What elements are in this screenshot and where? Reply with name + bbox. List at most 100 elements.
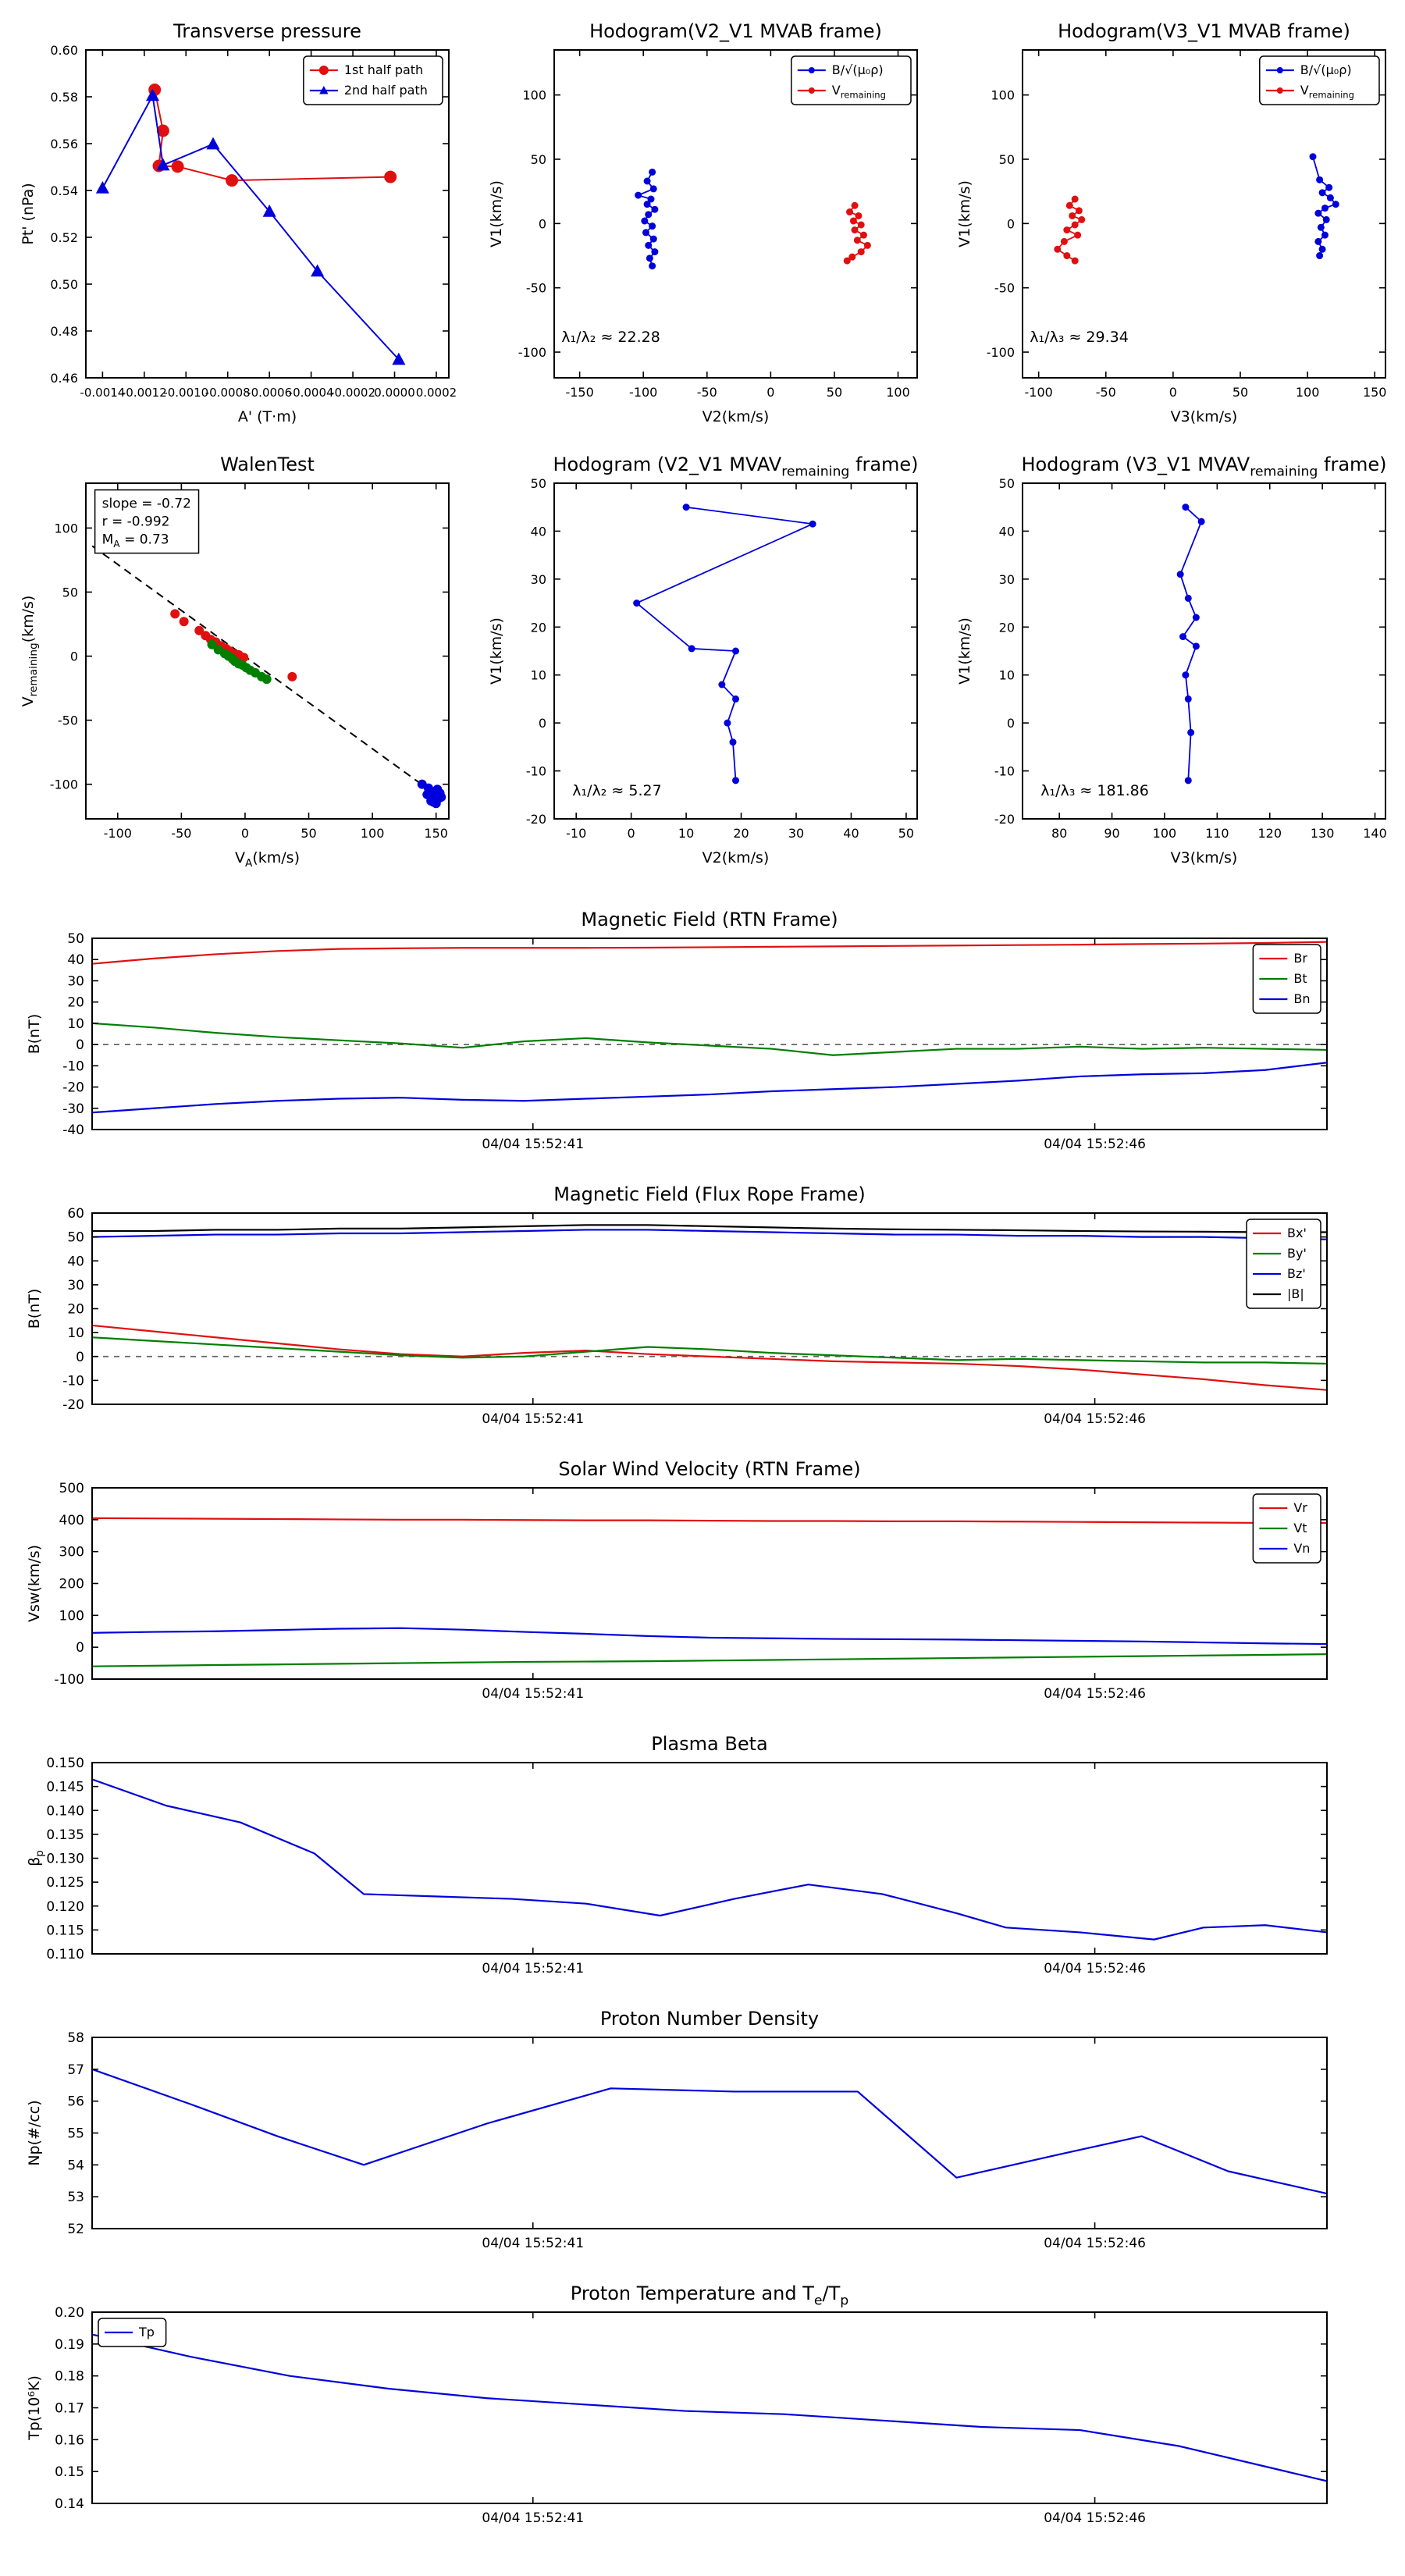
x-tick-label: 04/04 15:52:41 <box>482 2510 584 2526</box>
y-axis-label: Tp(10⁶K) <box>26 2375 43 2441</box>
y-tick-label: 0.60 <box>50 43 78 58</box>
transverse-pressure-chart: -0.0014-0.0012-0.0010-0.0008-0.0006-0.00… <box>0 11 468 444</box>
y-tick-label: 30 <box>67 973 84 989</box>
y-tick-label: 52 <box>67 2222 84 2237</box>
series-beta_p <box>92 1778 1327 1941</box>
point-marker <box>1316 252 1324 260</box>
point-marker <box>641 217 649 225</box>
legend: Br Bt Bn <box>1252 944 1321 1014</box>
stats-textbox <box>94 489 200 554</box>
point-marker <box>1179 633 1187 641</box>
x-tick-label: 30 <box>788 826 804 841</box>
point-marker <box>857 221 865 229</box>
triangle-marker <box>206 137 220 150</box>
y-tick-label: -100 <box>987 345 1015 360</box>
series-|B| <box>92 1224 1327 1233</box>
panel-transverse-pressure: -0.0014 -0.0012 -0.0010 -0.0008 -0.0006 -0.00… <box>0 11 468 444</box>
point-marker <box>1192 642 1200 650</box>
legend-label: Vn <box>1293 1541 1310 1556</box>
y-tick-label: 200 <box>59 1577 84 1592</box>
point-marker <box>226 174 239 187</box>
y-tick-label: 50 <box>531 476 546 491</box>
y-tick-label: 0.52 <box>50 230 78 245</box>
y-axis-label: Vsw(km/s) <box>26 1545 43 1622</box>
y-tick-label: 30 <box>67 1278 84 1293</box>
point-marker <box>647 195 655 203</box>
point-marker <box>1071 257 1079 265</box>
y-axis-label: B(nT) <box>26 1014 43 1055</box>
triangle-marker <box>95 181 109 194</box>
y-tick-label: 0.58 <box>50 90 78 105</box>
plot-area <box>95 84 406 365</box>
point-marker <box>1063 252 1071 260</box>
point-marker <box>809 520 816 528</box>
y-tick-label: 56 <box>67 2094 84 2110</box>
y-axis-label: V1(km/s) <box>488 180 505 247</box>
stats-line: r = -0.992 <box>102 514 170 530</box>
point-marker <box>857 248 865 256</box>
y-axis-label: B(nT) <box>26 1289 43 1329</box>
point-marker <box>1309 153 1317 161</box>
x-tick-label: -0.0004 <box>289 386 334 400</box>
panel-title: Hodogram(V3_V1 MVAB frame) <box>1058 20 1350 42</box>
x-tick-label: 50 <box>898 826 914 841</box>
y-tick-label: 0.14 <box>55 2496 84 2512</box>
point-marker <box>732 695 739 703</box>
plot-area <box>635 168 871 270</box>
y-tick-label: 50 <box>62 585 78 600</box>
point-marker <box>194 625 205 635</box>
panel-hodogram-v3v1-mvab: -100 -50 0 50 100 150 -100 -50 0 50 100 Hodogram(V3… <box>937 11 1405 444</box>
point-marker <box>1276 87 1283 94</box>
x-tick-label: 10 <box>678 826 694 841</box>
point-marker <box>1322 215 1330 223</box>
point-marker <box>1276 67 1283 73</box>
x-tick-label: 50 <box>827 385 842 400</box>
plot-area <box>92 2068 1327 2195</box>
y-tick-label: 40 <box>67 1254 84 1269</box>
y-tick-label: 10 <box>67 1016 84 1032</box>
y-tick-label: -10 <box>526 764 546 779</box>
x-tick-label: 04/04 15:52:46 <box>1044 2510 1146 2526</box>
x-tick-label: -0.0006 <box>247 386 292 400</box>
y-tick-label: -50 <box>58 713 78 728</box>
y-tick-label: 0.48 <box>50 324 78 339</box>
x-tick-label: 130 <box>1311 826 1335 841</box>
y-tick-label: 40 <box>67 952 84 968</box>
point-marker <box>649 185 657 193</box>
point-marker <box>633 600 641 607</box>
axes-frame <box>91 938 1328 1130</box>
hodogram-v2v1-mvav-chart: -10 0 10 20 30 40 50 -20 -10 0 10 20 30 40 50 Hodogram … <box>468 444 937 901</box>
series-By' <box>92 1336 1327 1365</box>
point-marker <box>646 254 653 262</box>
point-marker <box>239 653 249 663</box>
point-marker <box>431 799 441 809</box>
panel-solar-wind-velocity: 04/04 15:52:41 04/04 15:52:46 -100 0 100 200 3… <box>0 1450 1405 1725</box>
point-marker <box>859 231 867 239</box>
y-tick-label: 100 <box>59 1608 84 1624</box>
y-axis-label: V1(km/s) <box>956 617 973 685</box>
panel-hodogram-v2v1-mvav: -10 0 10 20 30 40 50 -20 -10 0 10 20 30 40 50 Hodogram … <box>468 444 937 901</box>
panel-title: WalenTest <box>220 454 315 475</box>
panel-title: Magnetic Field (Flux Rope Frame) <box>553 1183 865 1205</box>
y-tick-label: 0.15 <box>55 2464 84 2480</box>
point-marker <box>1071 221 1079 229</box>
point-marker <box>1065 201 1073 209</box>
y-tick-label: 0 <box>539 216 546 231</box>
y-tick-label: 40 <box>531 524 546 539</box>
x-tick-label: 0 <box>767 385 774 400</box>
axes-frame <box>1022 482 1386 820</box>
point-marker <box>1317 223 1325 231</box>
point-marker <box>849 217 857 225</box>
point-marker <box>848 253 856 261</box>
plot-area <box>92 2333 1327 2482</box>
y-tick-label: 0 <box>539 716 546 731</box>
y-tick-label: 300 <box>59 1545 84 1560</box>
legend-label: |B| <box>1287 1286 1304 1301</box>
y-tick-label: 100 <box>54 521 78 535</box>
series-V-remaining-path <box>635 506 814 781</box>
point-marker <box>688 645 695 653</box>
y-tick-label: 0 <box>76 1350 84 1365</box>
plot-area <box>633 503 816 785</box>
point-marker <box>1184 594 1192 602</box>
